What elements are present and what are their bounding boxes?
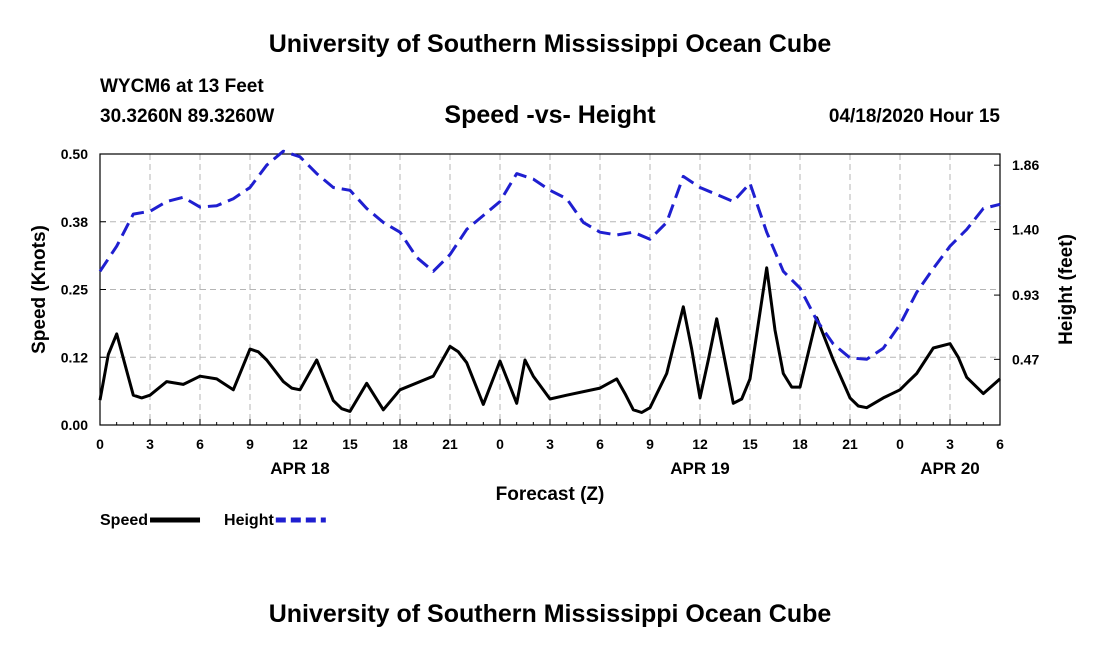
- x-tick-label: 9: [646, 436, 654, 452]
- x-tick-label: 6: [996, 436, 1004, 452]
- x-tick-label: 21: [442, 436, 458, 452]
- x-tick-label: 9: [246, 436, 254, 452]
- footer-title: University of Southern Mississippi Ocean…: [268, 600, 832, 628]
- series-line-height: [98, 149, 1001, 361]
- x-tick-label: 18: [792, 436, 808, 452]
- station-label: WYCM6 at 13 Feet: [100, 76, 264, 97]
- x-tick-label: 3: [146, 436, 154, 452]
- date-label: APR 18: [270, 459, 330, 478]
- legend-label-speed: Speed: [100, 512, 148, 529]
- coordinates-label: 30.3260N 89.3260W: [100, 106, 275, 127]
- series-line-speed: [98, 266, 1001, 414]
- forecast-datetime: 04/18/2020 Hour 15: [828, 106, 1000, 127]
- date-label: APR 20: [920, 459, 980, 478]
- page-title: University of Southern Mississippi Ocean…: [268, 30, 832, 58]
- x-tick-label: 0: [896, 436, 904, 452]
- x-tick-label: 0: [496, 436, 504, 452]
- x-tick-label: 18: [392, 436, 408, 452]
- y-left-tick-label: 0.12: [61, 349, 88, 365]
- y-left-tick-label: 0.38: [61, 214, 88, 230]
- x-tick-label: 6: [596, 436, 604, 452]
- y-left-tick-label: 0.00: [61, 417, 88, 433]
- x-tick-label: 15: [342, 436, 358, 452]
- x-tick-label: 12: [692, 436, 708, 452]
- x-tick-label: 6: [196, 436, 204, 452]
- chart-title: Speed -vs- Height: [444, 101, 656, 129]
- y-left-tick-label: 0.50: [61, 146, 88, 162]
- x-tick-label: 21: [842, 436, 858, 452]
- legend-label-height: Height: [224, 512, 274, 529]
- x-axis-title: Forecast (Z): [496, 484, 605, 505]
- date-label: APR 19: [670, 459, 730, 478]
- x-tick-label: 15: [742, 436, 758, 452]
- x-tick-label: 0: [96, 436, 104, 452]
- y-right-axis-title: Height (feet): [1056, 234, 1077, 345]
- x-tick-label: 3: [946, 436, 954, 452]
- y-right-tick-label: 0.93: [1012, 287, 1039, 303]
- y-right-tick-label: 0.47: [1012, 351, 1039, 367]
- y-left-axis-title: Speed (Knots): [29, 225, 50, 354]
- y-left-tick-label: 0.25: [61, 282, 88, 298]
- y-right-tick-label: 1.86: [1012, 157, 1039, 173]
- x-tick-label: 3: [546, 436, 554, 452]
- y-right-tick-label: 1.40: [1012, 221, 1039, 237]
- x-tick-label: 12: [292, 436, 308, 452]
